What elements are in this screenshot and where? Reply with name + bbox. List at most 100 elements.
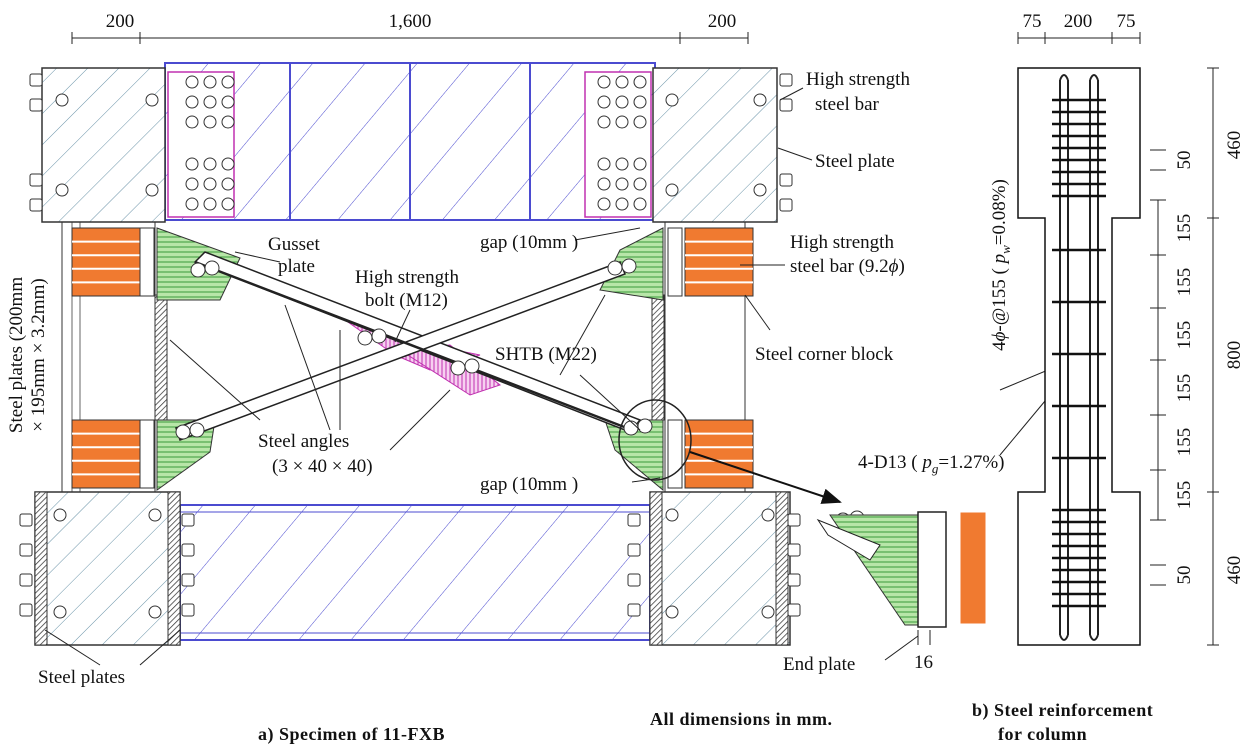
bolt xyxy=(622,259,636,273)
bolt xyxy=(204,158,216,170)
bolt xyxy=(222,198,234,210)
bolt xyxy=(666,509,678,521)
bolt xyxy=(616,96,628,108)
bolt xyxy=(358,331,372,345)
dimension: 50 xyxy=(1174,566,1195,585)
bar-nut xyxy=(182,604,194,616)
g-shape xyxy=(20,32,1213,665)
bolt xyxy=(54,606,66,618)
text-part: -@155 ( xyxy=(989,263,1010,331)
end-plate xyxy=(140,420,154,488)
bar-nut xyxy=(182,544,194,556)
bolt xyxy=(146,94,158,106)
bolt xyxy=(598,96,610,108)
label: × 195mm × 3.2mm) xyxy=(28,278,49,431)
bolt xyxy=(186,198,198,210)
label: High strength xyxy=(355,267,459,288)
rect-shape xyxy=(960,512,986,624)
rect-shape xyxy=(776,492,788,645)
line-shape xyxy=(745,295,770,330)
bolt xyxy=(616,198,628,210)
rect-shape xyxy=(35,492,47,645)
note: All dimensions in mm. xyxy=(650,709,833,729)
bar-nut xyxy=(788,514,800,526)
bolt xyxy=(204,198,216,210)
bar-nut xyxy=(628,604,640,616)
line-shape xyxy=(575,228,640,240)
stirrup-label: 4ϕ-@155 ( pw=0.08%) xyxy=(989,179,1013,351)
bolt xyxy=(638,419,652,433)
bolt xyxy=(598,198,610,210)
bolt xyxy=(149,606,161,618)
bolt xyxy=(666,94,678,106)
text-part: 4 xyxy=(989,341,1010,351)
bolt xyxy=(372,329,386,343)
line-shape xyxy=(170,340,260,420)
bolt xyxy=(222,76,234,88)
bolt xyxy=(634,158,646,170)
bar-nut xyxy=(30,174,42,186)
bolt xyxy=(186,76,198,88)
rect-shape xyxy=(180,505,650,640)
bolt xyxy=(598,178,610,190)
label: Steel plate xyxy=(815,151,895,172)
bar-nut xyxy=(20,544,32,556)
bolt xyxy=(598,158,610,170)
bar-nut xyxy=(20,514,32,526)
label: bolt (M12) xyxy=(365,290,448,311)
bolt xyxy=(146,184,158,196)
rect-shape xyxy=(155,295,167,420)
bolt xyxy=(204,178,216,190)
label: End plate xyxy=(783,654,855,675)
bolt xyxy=(634,116,646,128)
label: Gusset xyxy=(268,234,320,255)
label: Steel plates xyxy=(38,667,125,688)
bar-nut xyxy=(30,199,42,211)
symbol: ϕ xyxy=(989,331,1010,341)
rect-shape xyxy=(168,492,180,645)
bolt xyxy=(56,184,68,196)
line-shape xyxy=(285,305,330,430)
text-part: 4-D13 ( xyxy=(858,452,922,473)
bolt xyxy=(222,178,234,190)
subscript: w xyxy=(998,245,1013,254)
bolt xyxy=(624,421,638,435)
rect-shape xyxy=(653,68,777,222)
label: High strength xyxy=(806,69,910,90)
dimension: 200 xyxy=(708,11,737,32)
bar-nut xyxy=(788,604,800,616)
bolt xyxy=(222,116,234,128)
dimension: 1,600 xyxy=(389,11,432,32)
plate xyxy=(72,228,140,296)
bolt xyxy=(598,76,610,88)
dimension: 155 xyxy=(1174,481,1195,510)
bolt xyxy=(616,76,628,88)
dimension: 155 xyxy=(1174,428,1195,457)
label: Steel angles xyxy=(258,431,349,452)
bolt xyxy=(666,184,678,196)
line-shape xyxy=(390,390,450,450)
bolt xyxy=(204,116,216,128)
bolt xyxy=(634,76,646,88)
dimension: 800 xyxy=(1224,341,1245,370)
dimension: 155 xyxy=(1174,214,1195,243)
bolt xyxy=(190,423,204,437)
bolt xyxy=(191,263,205,277)
bolt xyxy=(186,96,198,108)
dimension: 200 xyxy=(106,11,135,32)
g-shape: 4608004605015515515515515515550 xyxy=(1150,68,1245,645)
bolt xyxy=(616,116,628,128)
bolt xyxy=(762,606,774,618)
bolt xyxy=(205,261,219,275)
dimension: 155 xyxy=(1174,321,1195,350)
plate xyxy=(685,228,753,296)
dimension: 460 xyxy=(1224,556,1245,585)
bolt xyxy=(616,158,628,170)
bolt xyxy=(186,158,198,170)
bolt xyxy=(186,178,198,190)
bolt xyxy=(754,94,766,106)
bar-nut xyxy=(788,574,800,586)
symbol: ϕ xyxy=(889,256,899,277)
bolt xyxy=(54,509,66,521)
bolt xyxy=(634,178,646,190)
